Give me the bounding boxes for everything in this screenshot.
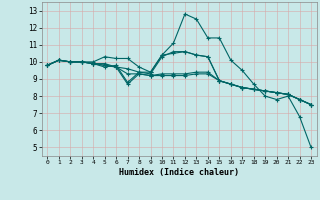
X-axis label: Humidex (Indice chaleur): Humidex (Indice chaleur) — [119, 168, 239, 177]
